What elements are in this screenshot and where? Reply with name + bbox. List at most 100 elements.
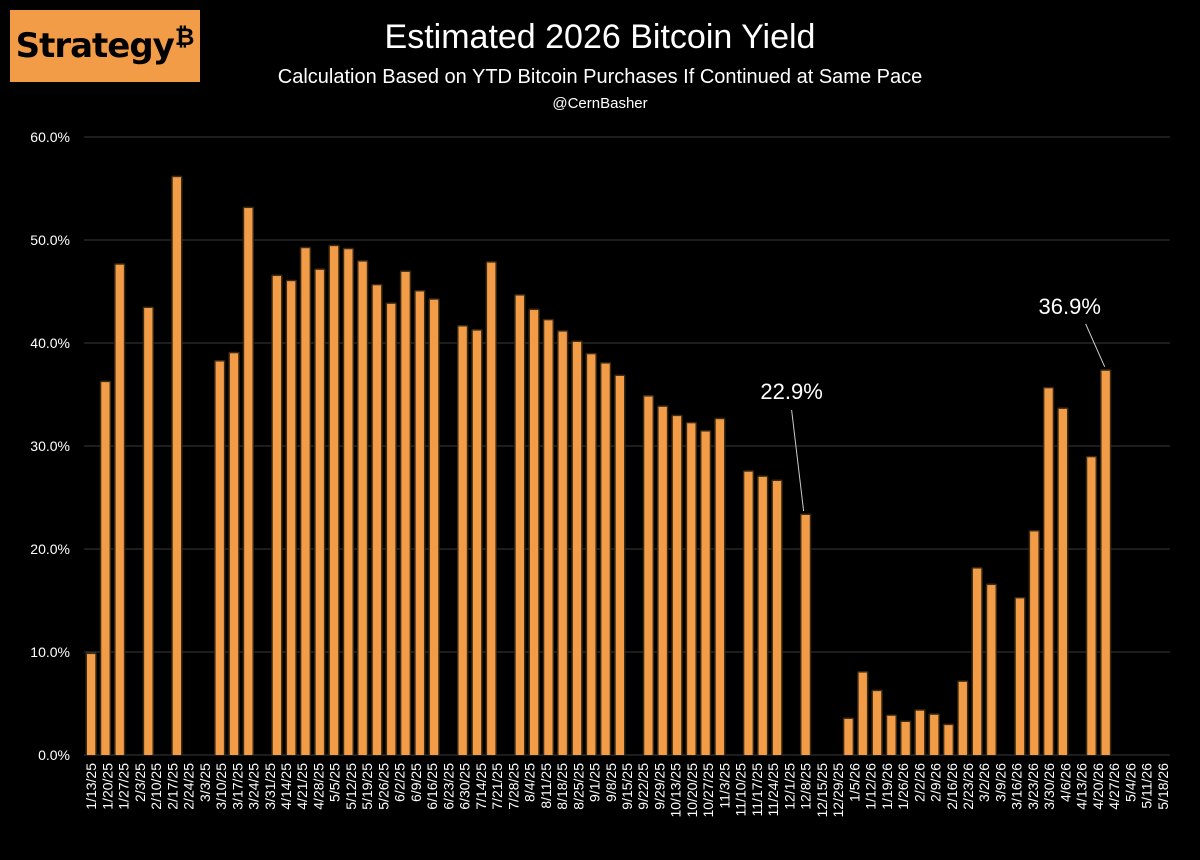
bar [930, 714, 939, 755]
x-tick-label: 6/30/25 [457, 763, 473, 810]
bar [558, 331, 567, 755]
x-tick-label: 2/23/26 [960, 763, 976, 810]
x-tick-label: 3/10/25 [213, 763, 229, 810]
x-tick-label: 3/17/25 [229, 763, 245, 810]
x-tick-label: 4/13/26 [1074, 763, 1090, 810]
x-tick-label: 3/9/26 [992, 763, 1008, 802]
bar [544, 320, 553, 755]
x-tick-label: 3/23/26 [1025, 763, 1041, 810]
annotation-leader [1085, 323, 1106, 368]
bitcoin-icon: ₿ [174, 22, 195, 51]
y-tick-label: 50.0% [30, 232, 70, 248]
x-tick-label: 8/11/25 [538, 763, 554, 809]
chart-title: Estimated 2026 Bitcoin Yield [384, 18, 816, 56]
y-tick-label: 10.0% [30, 644, 70, 660]
bar [1015, 598, 1025, 755]
x-tick-label: 2/2/26 [911, 763, 927, 802]
bar [658, 406, 667, 755]
x-tick-label: 1/19/26 [879, 763, 895, 810]
bar [701, 431, 710, 755]
bar [601, 363, 610, 755]
x-tick-label: 8/4/25 [522, 763, 538, 802]
x-tick-label: 11/17/25 [749, 763, 765, 817]
x-tick-label: 5/4/26 [1122, 763, 1138, 802]
x-tick-label: 9/15/25 [619, 763, 635, 810]
bar [672, 416, 682, 755]
x-tick-label: 3/24/25 [246, 763, 262, 810]
bar [458, 326, 467, 755]
annotation-label: 36.9% [1039, 294, 1101, 319]
x-tick-label: 2/16/26 [944, 763, 960, 810]
y-tick-label: 40.0% [30, 335, 70, 351]
x-tick-label: 6/2/25 [392, 763, 408, 802]
bar [215, 361, 224, 755]
bar [844, 718, 853, 755]
bar [387, 303, 396, 755]
x-tick-label: 3/30/26 [1041, 763, 1057, 810]
bar [344, 249, 353, 755]
bar [144, 307, 153, 755]
bar [301, 248, 310, 756]
bar [244, 208, 253, 755]
bar [758, 476, 767, 755]
x-tick-label: 1/5/26 [846, 763, 862, 802]
x-tick-label: 1/13/25 [83, 763, 99, 810]
bar [315, 269, 324, 755]
x-tick-label: 5/18/26 [1155, 763, 1171, 810]
bar [715, 419, 725, 755]
bar [229, 353, 239, 755]
x-tick-label: 1/12/26 [863, 763, 879, 810]
x-tick-label: 12/29/25 [830, 763, 846, 818]
x-tick-label: 3/2/26 [976, 763, 992, 802]
y-tick-label: 0.0% [38, 747, 70, 763]
bar [1058, 408, 1067, 755]
x-tick-label: 4/6/26 [1057, 763, 1073, 802]
logo-text: Strategy [15, 26, 175, 66]
x-tick-label: 5/11/26 [1139, 763, 1155, 809]
x-tick-label: 5/12/25 [343, 763, 359, 810]
x-tick-label: 5/5/25 [327, 763, 343, 802]
x-tick-label: 8/18/25 [554, 763, 570, 810]
bar [1044, 388, 1053, 755]
bar [372, 285, 382, 755]
x-tick-label: 9/22/25 [635, 763, 651, 810]
bar [801, 515, 810, 755]
x-tick-label: 12/8/25 [798, 763, 814, 810]
x-tick-label: 4/27/26 [1106, 763, 1122, 810]
x-tick-label: 9/1/25 [587, 763, 603, 802]
bar [515, 295, 524, 755]
bar [944, 725, 953, 755]
bar [529, 310, 539, 755]
bar [415, 291, 424, 755]
x-tick-label: 4/20/26 [1090, 763, 1106, 810]
bar [401, 271, 410, 755]
bar [115, 264, 124, 755]
x-tick-label: 4/21/25 [294, 763, 310, 810]
x-tick-label: 2/10/25 [148, 763, 164, 810]
x-tick-label: 1/20/25 [99, 763, 115, 810]
x-tick-label: 7/21/25 [489, 763, 505, 810]
bar [744, 471, 753, 755]
bar [1101, 370, 1110, 755]
y-tick-label: 30.0% [30, 438, 70, 454]
x-tick-label: 9/29/25 [651, 763, 667, 810]
x-tick-label: 1/27/25 [116, 763, 132, 810]
x-tick-label: 3/16/26 [1009, 763, 1025, 810]
bar [915, 710, 925, 755]
bar [615, 375, 624, 755]
bar [172, 177, 182, 756]
x-tick-label: 10/13/25 [668, 763, 684, 818]
strategy-logo: Strategy ₿ [10, 10, 200, 82]
x-tick-label: 6/16/25 [424, 763, 440, 810]
annotation-leader [791, 409, 805, 512]
bar [429, 299, 439, 755]
x-tick-label: 2/24/25 [181, 763, 197, 810]
bar [358, 261, 367, 755]
bar [987, 585, 996, 755]
x-tick-label: 12/15/25 [814, 763, 830, 818]
bar [972, 568, 982, 755]
x-tick-label: 2/9/26 [928, 763, 944, 802]
bar [329, 246, 339, 755]
